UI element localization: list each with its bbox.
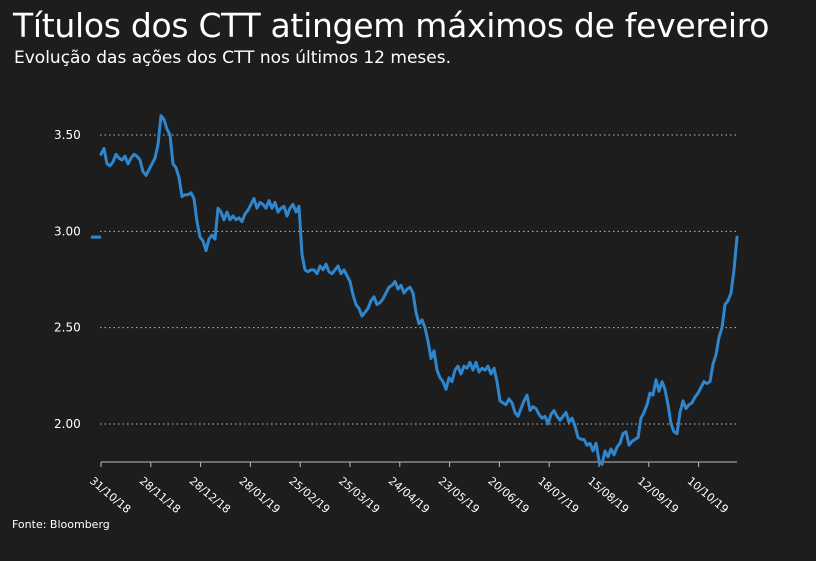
x-tick-label: 28/12/18: [187, 474, 233, 516]
x-tick-label: 12/09/19: [635, 474, 681, 516]
x-tick-label: 28/11/18: [137, 474, 183, 516]
y-tick-label: 2.50: [54, 321, 81, 335]
x-tick-label: 24/04/19: [386, 474, 432, 516]
x-tick-label: 10/10/19: [685, 474, 731, 516]
x-tick-label: 25/03/19: [336, 474, 382, 516]
x-tick-label: 15/08/19: [585, 474, 631, 516]
y-tick-label: 2.00: [54, 417, 81, 431]
y-tick-label: 3.00: [54, 224, 81, 238]
x-tick-label: 31/10/18: [87, 474, 133, 516]
x-tick-label: 20/06/19: [485, 474, 531, 516]
y-tick-label: 3.50: [54, 128, 81, 142]
chart-title: Títulos dos CTT atingem máximos de fever…: [13, 6, 770, 45]
x-tick-label: 25/02/19: [286, 474, 332, 516]
source-note: Fonte: Bloomberg: [12, 518, 110, 531]
x-tick-label: 23/05/19: [436, 474, 482, 516]
x-tick-label: 28/01/19: [236, 474, 282, 516]
series-line: [99, 114, 739, 466]
x-tick-label: 18/07/19: [535, 474, 581, 516]
chart-subtitle: Evolução das ações dos CTT nos últimos 1…: [14, 48, 451, 68]
